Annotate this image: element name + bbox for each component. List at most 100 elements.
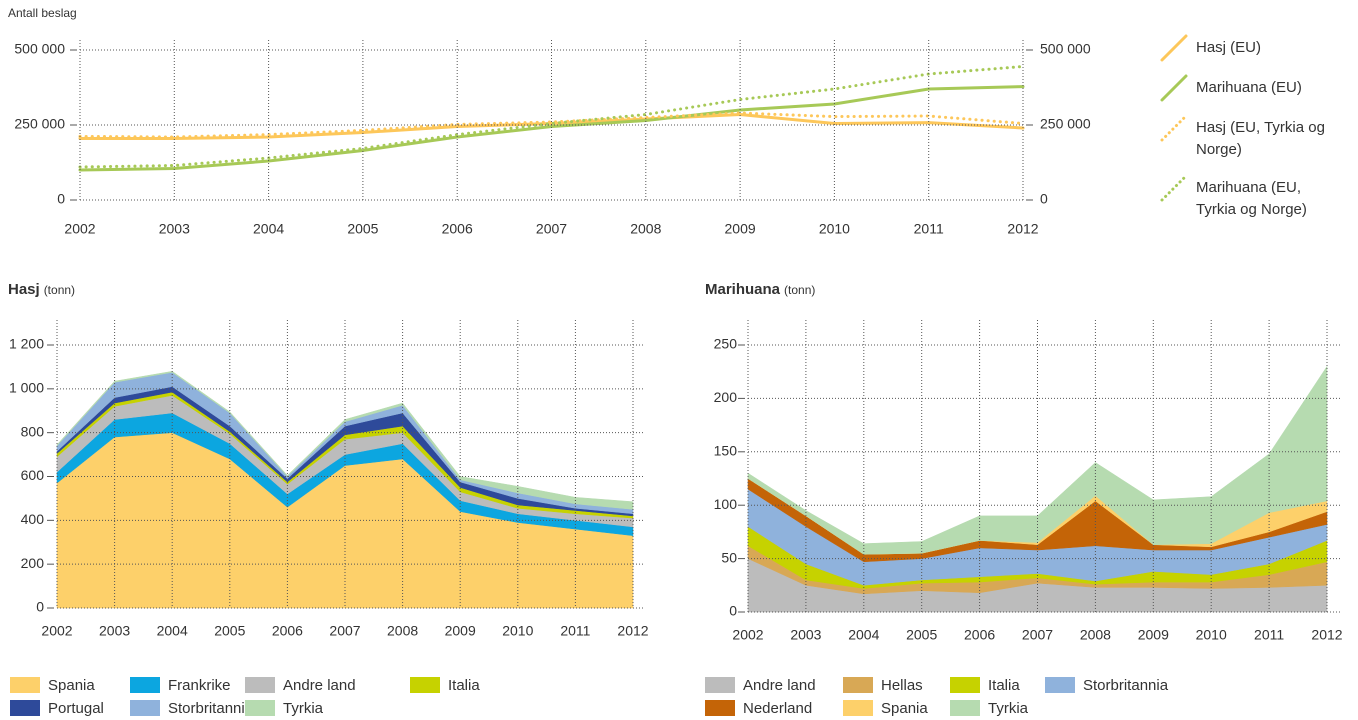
x-tick-label: 2007 xyxy=(1022,627,1053,643)
y-tick-label: 800 xyxy=(21,423,45,439)
legend-label: Hasj (EU, Tyrkia og Norge) xyxy=(1196,119,1325,158)
y2-tick-label: 500 000 xyxy=(1040,41,1091,57)
x-tick-label: 2005 xyxy=(347,221,378,237)
legend-label: Andre land xyxy=(743,677,816,694)
legend-swatch xyxy=(130,677,160,693)
legend-swatch xyxy=(410,677,440,693)
y2-tick-label: 250 000 xyxy=(1040,116,1091,132)
legend-label: Andre land xyxy=(283,677,356,694)
x-tick-label: 2012 xyxy=(1311,627,1342,643)
legend-swatch xyxy=(10,700,40,716)
legend-label: Marihuana (EU) xyxy=(1196,79,1302,96)
x-tick-label: 2002 xyxy=(732,627,763,643)
legend-label: Hellas xyxy=(881,677,923,694)
y-tick-label: 200 xyxy=(21,555,45,571)
x-tick-label: 2012 xyxy=(617,623,648,639)
y-tick-label: 150 xyxy=(714,443,738,459)
x-tick-label: 2004 xyxy=(848,627,879,643)
y-tick-label: 600 xyxy=(21,467,45,483)
x-tick-label: 2008 xyxy=(1080,627,1111,643)
x-tick-label: 2004 xyxy=(253,221,284,237)
legend-swatch xyxy=(950,677,980,693)
x-tick-label: 2002 xyxy=(64,221,95,237)
y-tick-label: 1 000 xyxy=(9,380,44,396)
x-tick-label: 2010 xyxy=(819,221,850,237)
legend-label: Portugal xyxy=(48,700,104,717)
x-tick-label: 2011 xyxy=(560,623,590,639)
x-tick-label: 2003 xyxy=(790,627,821,643)
legend-swatch xyxy=(1160,34,1188,62)
legend-swatch xyxy=(843,700,873,716)
legend-label: Hasj (EU) xyxy=(1196,39,1262,56)
x-tick-label: 2008 xyxy=(630,221,661,237)
legend-swatch xyxy=(245,700,275,716)
legend-label: Italia xyxy=(448,677,480,694)
legend-label: Tyrkia xyxy=(988,700,1029,717)
y-tick-label: 400 xyxy=(21,511,45,527)
legend-label: Marihuana (EU, Tyrkia og Norge) xyxy=(1196,179,1307,218)
y-tick-label: 200 xyxy=(714,389,738,405)
legend-swatch xyxy=(705,677,735,693)
legend-swatch xyxy=(705,700,735,716)
y-axis-label: Antall beslag xyxy=(8,6,77,20)
y-tick-label: 500 000 xyxy=(14,41,65,57)
legend-label: Spania xyxy=(881,700,928,717)
x-tick-label: 2006 xyxy=(442,221,473,237)
x-tick-label: 2005 xyxy=(214,623,245,639)
legend-label: Storbritannia xyxy=(168,700,254,717)
legend-swatch xyxy=(1160,74,1188,102)
x-tick-label: 2005 xyxy=(906,627,937,643)
x-tick-label: 2009 xyxy=(1138,627,1169,643)
x-tick-label: 2009 xyxy=(725,221,756,237)
y-tick-label: 0 xyxy=(36,599,44,615)
legend-label: Nederland xyxy=(743,700,812,717)
chart-title: Hasj xyxy=(8,281,40,298)
legend-swatch xyxy=(245,677,275,693)
y-tick-label: 250 xyxy=(714,336,738,352)
x-tick-label: 2004 xyxy=(157,623,188,639)
y-tick-label: 100 xyxy=(714,496,738,512)
legend-label: Italia xyxy=(988,677,1020,694)
legend-label: Frankrike xyxy=(168,677,231,694)
legend-swatch xyxy=(1160,174,1188,202)
legend-label: Storbritannia xyxy=(1083,677,1169,694)
legend-swatch xyxy=(1045,677,1075,693)
x-tick-label: 2008 xyxy=(387,623,418,639)
y-tick-label: 1 200 xyxy=(9,336,44,352)
x-tick-label: 2007 xyxy=(329,623,360,639)
x-tick-label: 2007 xyxy=(536,221,567,237)
x-tick-label: 2010 xyxy=(502,623,533,639)
y-tick-label: 50 xyxy=(721,549,737,565)
line-series xyxy=(78,85,1025,172)
legend-swatch xyxy=(10,677,40,693)
chart-title: Marihuana xyxy=(705,281,781,298)
area-series xyxy=(747,365,1328,555)
x-tick-label: 2011 xyxy=(914,221,944,237)
x-tick-label: 2003 xyxy=(99,623,130,639)
x-tick-label: 2011 xyxy=(1254,627,1284,643)
line-series xyxy=(78,112,1025,140)
chart-unit: (tonn) xyxy=(44,283,75,297)
line-series xyxy=(78,111,1025,139)
line-series xyxy=(78,65,1025,169)
chart-unit: (tonn) xyxy=(784,283,815,297)
legend-label: Tyrkia xyxy=(283,700,324,717)
y2-tick-label: 0 xyxy=(1040,191,1048,207)
legend-swatch xyxy=(130,700,160,716)
legend-label: Spania xyxy=(48,677,95,694)
y-tick-label: 0 xyxy=(729,603,737,619)
x-tick-label: 2006 xyxy=(272,623,303,639)
x-tick-label: 2006 xyxy=(964,627,995,643)
x-tick-label: 2009 xyxy=(445,623,476,639)
y-tick-label: 250 000 xyxy=(14,116,65,132)
legend-swatch xyxy=(950,700,980,716)
x-tick-label: 2003 xyxy=(159,221,190,237)
x-tick-label: 2010 xyxy=(1196,627,1227,643)
legend-swatch xyxy=(1160,114,1188,142)
x-tick-label: 2002 xyxy=(41,623,72,639)
y-tick-label: 0 xyxy=(57,191,65,207)
x-tick-label: 2012 xyxy=(1007,221,1038,237)
legend-swatch xyxy=(843,677,873,693)
